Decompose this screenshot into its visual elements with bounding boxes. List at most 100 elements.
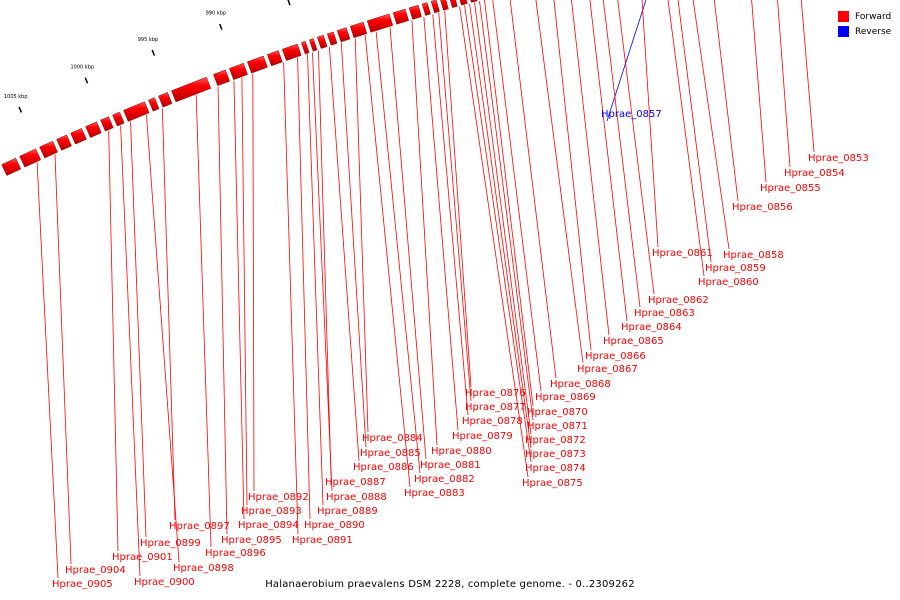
- gene-feature-forward: [470, 0, 478, 3]
- forward-swatch: [838, 11, 849, 22]
- gene-feature-forward: [421, 2, 431, 16]
- gene-label: Hprae_0876: [465, 388, 526, 399]
- gene-feature-forward: [213, 69, 230, 86]
- gene-feature-forward: [85, 121, 102, 138]
- label-leader: [54, 154, 72, 565]
- label-leader: [438, 12, 472, 402]
- gene-label: Hprae_0861: [652, 248, 713, 259]
- label-leader: [571, 0, 610, 336]
- gene-feature-forward: [326, 31, 338, 46]
- label-leader: [459, 6, 529, 478]
- label-leader: [108, 130, 119, 552]
- label-leader: [677, 0, 712, 263]
- label-leader: [602, 0, 641, 308]
- label-leader: [340, 42, 367, 448]
- gene-feature-forward: [100, 116, 114, 132]
- gene-feature-forward: [1, 157, 22, 176]
- gene-label: Hprae_0891: [292, 535, 353, 546]
- gene-feature-forward: [39, 140, 58, 159]
- gene-feature-forward: [56, 134, 72, 151]
- gene-label: Hprae_0878: [462, 416, 523, 427]
- label-leader: [751, 0, 767, 183]
- gene-feature-forward: [267, 50, 283, 67]
- label-leader: [589, 0, 628, 322]
- legend: Forward Reverse: [838, 9, 891, 39]
- gene-label: Hprae_0883: [404, 488, 465, 499]
- label-leader: [312, 52, 333, 492]
- label-leader: [252, 73, 255, 492]
- legend-reverse: Reverse: [838, 24, 891, 39]
- label-leader: [484, 0, 534, 407]
- gene-label: Hprae_0896: [205, 548, 266, 559]
- gene-feature-forward: [392, 8, 409, 25]
- gene-label: Hprae_0863: [634, 308, 695, 319]
- gene-feature-forward: [282, 43, 302, 61]
- gene-label: Hprae_0865: [603, 336, 664, 347]
- tick-mark: [219, 23, 223, 30]
- gene-label: Hprae_0859: [705, 263, 766, 274]
- gene-feature-forward: [408, 4, 422, 20]
- gene-label: Hprae_0881: [420, 460, 481, 471]
- gene-feature-forward: [171, 76, 212, 103]
- gene-label: Hprae_0900: [134, 577, 195, 588]
- gene-features: [1, 0, 478, 176]
- gene-feature-forward: [366, 13, 394, 33]
- gene-label: Hprae_0855: [760, 183, 821, 194]
- label-leaders: [36, 0, 815, 579]
- label-leader: [161, 108, 176, 521]
- label-leader: [553, 0, 592, 351]
- gene-label: Hprae_0880: [431, 446, 492, 457]
- gene-feature-forward: [112, 111, 125, 127]
- gene-feature-forward: [123, 101, 150, 122]
- tick-mark: [287, 0, 291, 6]
- tick-mark: [151, 49, 156, 56]
- label-leader: [217, 86, 228, 535]
- label-leader: [241, 77, 248, 506]
- gene-label: Hprae_0867: [577, 364, 638, 375]
- gene-feature-forward: [148, 97, 160, 112]
- gene-label: Hprae_0894: [238, 520, 299, 531]
- label-leader: [641, 0, 659, 248]
- label-leader: [354, 38, 369, 433]
- tick-label: 995 kbp: [138, 37, 158, 43]
- gene-label: Hprae_0899: [140, 538, 201, 549]
- gene-label: Hprae_0884: [362, 433, 423, 444]
- tick-label: 1000 kbp: [70, 65, 94, 71]
- gene-label: Hprae_0898: [173, 563, 234, 574]
- gene-feature-forward: [336, 27, 351, 43]
- gene-label: Hprae_0864: [621, 322, 682, 333]
- label-leader: [389, 27, 427, 460]
- gene-feature-forward: [316, 34, 328, 49]
- label-leader: [375, 31, 421, 474]
- gene-label: Hprae_0866: [585, 351, 646, 362]
- legend-reverse-label: Reverse: [855, 26, 892, 37]
- gene-label: Hprae_0854: [784, 168, 845, 179]
- label-leader: [130, 121, 147, 538]
- label-leader: [318, 50, 332, 477]
- gene-feature-forward: [308, 38, 318, 52]
- gene-label: Hprae_0862: [648, 295, 709, 306]
- label-leader: [195, 95, 212, 548]
- label-leader: [474, 2, 532, 435]
- gene-label: Hprae_0905: [52, 579, 113, 590]
- label-leader: [535, 0, 584, 364]
- gene-label: Hprae_0890: [304, 520, 365, 531]
- label-leader: [444, 10, 472, 388]
- gene-label: Hprae_0893: [241, 506, 302, 517]
- kbp-ticks: 950 kbp955 kbp960 kbp965 kbp970 kbp975 k…: [4, 0, 291, 113]
- label-leader: [692, 0, 730, 250]
- label-leader: [36, 162, 59, 579]
- reverse-swatch: [838, 26, 849, 37]
- label-leader: [146, 114, 180, 563]
- gene-labels: Hprae_0853 Hprae_0854 Hprae_0855 Hprae_0856…: [52, 109, 869, 590]
- label-leader: [328, 46, 360, 462]
- label-leader: [432, 14, 469, 416]
- label-leader: [411, 20, 438, 446]
- gene-label: Hprae_0877: [465, 402, 526, 413]
- gene-label: Hprae_0860: [698, 277, 759, 288]
- legend-forward: Forward: [838, 9, 891, 24]
- gene-label: Hprae_0904: [65, 565, 126, 576]
- label-leader: [713, 0, 739, 202]
- label-leader: [283, 62, 299, 535]
